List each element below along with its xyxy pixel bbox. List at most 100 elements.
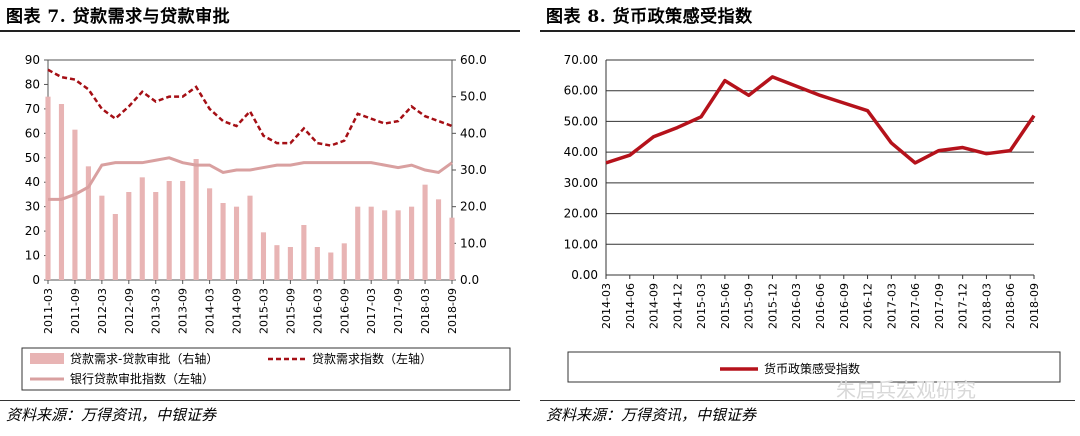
bar-demand-minus-approval [180, 181, 186, 280]
legend-box [567, 351, 1061, 383]
bar-demand-minus-approval [395, 210, 401, 280]
bar-demand-minus-approval [422, 184, 428, 280]
loan-demand-approval-chart: 0 10 20 30 40 50 60 70 80 90 0.0 10.0 20.0 30.0 40.0 50… [21, 53, 511, 391]
y-left-tick-label: 30 [25, 200, 40, 214]
legend-box [21, 347, 511, 391]
bar-demand-minus-approval [233, 206, 240, 280]
x-tick-label: 2016-09 [838, 283, 851, 329]
legend-label-bar: 贷款需求-贷款审批（右轴） [70, 351, 218, 366]
source-rule [0, 400, 520, 401]
y-right-tick-label: 60.0 [460, 53, 487, 67]
line-demand-index [47, 68, 453, 147]
source-rule [540, 400, 1075, 401]
y-left-tick-label: 80 [25, 77, 40, 91]
bar-demand-minus-approval [368, 206, 374, 280]
x-tick-label: 2015-03 [695, 283, 708, 329]
figure-8-title: 图表 8. 货币政策感受指数 [546, 7, 753, 27]
x-tick-label: 2017-09 [933, 283, 946, 329]
title-rule [0, 30, 520, 32]
y-tick-label: 20.00 [564, 207, 598, 221]
x-tick-label: 2015-09 [743, 283, 756, 329]
legend-label-demand: 贷款需求指数（左轴） [312, 351, 432, 366]
x-tick-label: 2018-09 [1028, 283, 1041, 329]
y-left-tick-label: 70 [25, 102, 40, 116]
bar-demand-minus-approval [126, 192, 132, 280]
x-tick-label: 2018-06 [1004, 283, 1017, 329]
y-left-tick-label: 40 [25, 175, 40, 189]
bar-demand-minus-approval [260, 232, 267, 280]
x-tick-label: 2014-09 [648, 283, 661, 329]
x-tick-label: 2016-06 [814, 283, 827, 329]
bar-demand-minus-approval [85, 166, 91, 280]
legend-label-policy: 货币政策感受指数 [764, 361, 860, 376]
bar-demand-minus-approval [112, 214, 118, 280]
bar-demand-minus-approval [153, 192, 159, 280]
bar-demand-minus-approval [355, 206, 361, 280]
x-tick-label: 2014-06 [624, 283, 637, 329]
bar-demand-minus-approval [45, 96, 51, 281]
x-tick-label: 2011-09 [69, 288, 82, 334]
title-rule [540, 30, 1075, 32]
x-tick-label: 2012-09 [123, 288, 136, 334]
x-tick-label: 2015-12 [766, 283, 779, 329]
y-left-tick-label: 90 [25, 53, 40, 67]
x-tick-label: 2014-03 [204, 288, 217, 334]
bar-demand-minus-approval [247, 195, 253, 280]
y-left-tick-label: 60 [25, 126, 40, 140]
x-tick-label: 2016-09 [338, 288, 351, 334]
watermark-text: 朱启兵宏观研究 [836, 378, 976, 402]
x-tick-label: 2017-06 [909, 283, 922, 329]
x-tick-label: 2014-12 [671, 283, 684, 329]
figure-7-source: 资料来源：万得资讯，中银证券 [6, 406, 217, 424]
bar-demand-minus-approval [409, 206, 415, 280]
monetary-policy-index-chart: 0.00 10.00 20.00 30.00 40.00 50.00 60.00 70.00 2… [564, 53, 1061, 383]
x-tick-label: 2018-03 [419, 288, 432, 334]
bar-demand-minus-approval [139, 177, 145, 280]
y-tick-label: 60.00 [564, 84, 598, 98]
bar-demand-minus-approval [72, 129, 78, 280]
bar-demand-minus-approval [207, 188, 213, 280]
bar-demand-minus-approval [328, 252, 334, 280]
x-tick-label: 2014-03 [600, 283, 613, 329]
x-tick-label: 2018-03 [980, 283, 993, 329]
line-policy-index [605, 75, 1036, 165]
y-tick-label: 40.00 [564, 145, 598, 159]
bar-demand-minus-approval [99, 195, 105, 280]
legend-swatch-bar [30, 353, 64, 364]
x-tick-label: 2011-03 [42, 288, 55, 334]
x-tick-label: 2017-09 [392, 288, 405, 334]
y-right-tick-label: 50.0 [460, 90, 487, 104]
bar-demand-minus-approval [382, 210, 388, 280]
x-tick-label: 2015-09 [284, 288, 297, 334]
x-tick-label: 2017-12 [957, 283, 970, 329]
x-tick-label: 2012-03 [96, 288, 109, 334]
bar-demand-minus-approval [220, 203, 226, 280]
figure-7-title: 图表 7. 贷款需求与贷款审批 [6, 7, 231, 27]
y-right-tick-label: 30.0 [460, 163, 487, 177]
bar-demand-minus-approval [301, 225, 307, 280]
bar-demand-minus-approval [435, 199, 442, 280]
bar-demand-minus-approval [449, 217, 455, 280]
bar-demand-minus-approval [58, 104, 65, 280]
line-approval-index [48, 156, 453, 201]
x-tick-label: 2016-03 [311, 288, 324, 334]
figure-8-source: 资料来源：万得资讯，中银证券 [546, 406, 757, 424]
bar-demand-minus-approval [314, 247, 320, 280]
y-left-tick-label: 50 [25, 151, 40, 165]
y-tick-label: 0.00 [571, 268, 598, 282]
x-tick-label: 2017-03 [365, 288, 378, 334]
panel-figure-7: 图表 7. 贷款需求与贷款审批 0 10 20 30 40 50 60 70 80 90 0.0 10… [0, 7, 520, 424]
x-tick-label: 2014-09 [231, 288, 244, 334]
legend-label-approval: 银行贷款审批指数（左轴） [70, 371, 214, 386]
y-left-tick-label: 20 [25, 224, 40, 238]
x-tick-label: 2013-09 [177, 288, 190, 334]
x-tick-label: 2017-03 [885, 283, 898, 329]
bar-demand-minus-approval [166, 181, 172, 280]
y-tick-label: 70.00 [564, 53, 598, 67]
y-tick-label: 50.00 [564, 114, 598, 128]
bar-demand-minus-approval [274, 245, 280, 280]
bar-demand-minus-approval [287, 247, 293, 280]
panel-figure-8: 图表 8. 货币政策感受指数 0.00 10.00 20.00 30.00 40.00 5… [540, 0, 1080, 436]
y-right-tick-label: 10.0 [460, 236, 487, 250]
y-tick-label: 10.00 [564, 237, 598, 251]
